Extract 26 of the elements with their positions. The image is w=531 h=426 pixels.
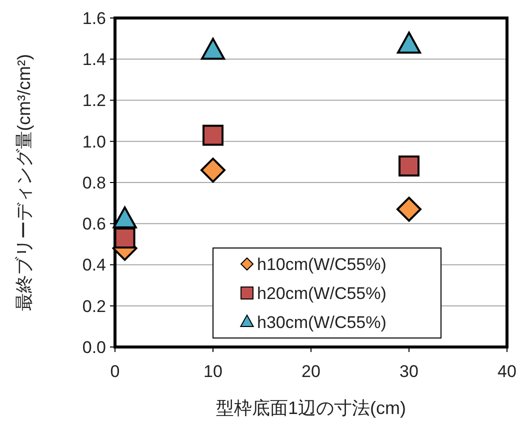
legend-label: h30cm(W/C55%) [257, 312, 386, 332]
x-tick-label: 10 [204, 362, 222, 381]
point [202, 124, 224, 146]
point [396, 196, 422, 222]
y-tick-label: 1.6 [82, 8, 106, 28]
x-tick-label: 40 [498, 362, 516, 381]
y-tick-label: 0.2 [82, 296, 106, 316]
x-tick-label: 30 [400, 362, 418, 381]
point [398, 156, 420, 177]
y-tick-label: 1.4 [82, 50, 106, 70]
y-tick-label: 0.8 [82, 173, 106, 192]
y-axis-title: 最終ブリーディング量(cm³/cm²) [14, 54, 34, 311]
legend-label: h20cm(W/C55%) [257, 284, 386, 303]
x-tick-label: 0 [110, 362, 120, 381]
x-axis-title: 型枠底面1辺の寸法(cm) [216, 398, 406, 418]
y-tick-label: 1.0 [82, 132, 106, 152]
x-tick-label: 20 [302, 362, 320, 381]
point [200, 158, 226, 183]
point [396, 32, 422, 54]
y-tick-label: 0.0 [82, 338, 106, 357]
y-tick-label: 0.4 [82, 256, 106, 275]
legend-label: h10cm(W/C55%) [257, 254, 386, 274]
y-tick-label: 0.6 [82, 214, 106, 234]
y-tick-label: 1.2 [82, 91, 106, 110]
point [114, 228, 136, 249]
point [200, 38, 226, 60]
